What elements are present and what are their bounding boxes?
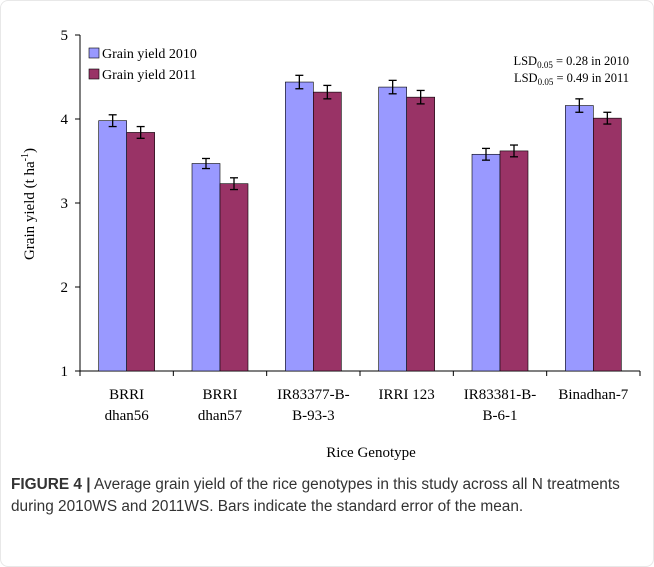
bar-2011	[406, 96, 435, 372]
y-tick-label: 4	[61, 112, 69, 128]
error-bar	[323, 84, 332, 100]
figure-caption-text: FIGURE 4 | Average grain yield of the ri…	[11, 474, 641, 518]
error-bar	[416, 89, 425, 105]
error-bar	[108, 114, 117, 128]
bar-2010	[191, 163, 221, 372]
x-tick-label: Binadhan-7	[558, 387, 628, 403]
x-tick-label: IRRI 123	[379, 387, 435, 403]
bar-2010	[285, 81, 314, 372]
x-tick-label: BRRI dhan56	[105, 387, 150, 424]
x-tick-label: IR83377-B-B-93-3	[277, 387, 350, 424]
legend-swatch-2010	[88, 47, 100, 59]
bar-2011	[593, 117, 622, 372]
bar-2010	[378, 86, 407, 372]
lsd-annotation-2011: LSD0.05 = 0.49 in 2011	[514, 71, 629, 87]
error-bar	[510, 144, 518, 158]
bar-chart: 1 2 3 4 5 BRRI dhan56 BRRI dhan57 IR83377-B-B-93-…	[20, 28, 641, 461]
bar-2011	[126, 132, 155, 372]
x-tick-label: IR83381-B-B-6-1	[464, 387, 537, 424]
caption-label: FIGURE 4 |	[11, 476, 91, 493]
error-bar	[295, 74, 304, 90]
x-axis-title: Rice Genotype	[326, 445, 416, 461]
y-tick-label: 2	[61, 280, 69, 296]
bar-2011	[219, 183, 249, 372]
y-tick-label: 3	[61, 196, 69, 212]
legend-label-2011: Grain yield 2011	[102, 68, 196, 83]
bar-2011	[499, 150, 529, 372]
y-tick-label: 5	[61, 28, 69, 44]
chart-axes	[75, 34, 641, 376]
error-bar	[603, 111, 612, 125]
chart-tick-labels: 1 2 3 4 5 BRRI dhan56 BRRI dhan57 IR83377-B-B-93-…	[61, 28, 629, 424]
caption-body: Average grain yield of the rice genotype…	[11, 476, 620, 515]
bar-2010	[98, 120, 127, 372]
lsd-annotation-2010: LSD0.05 = 0.28 in 2010	[513, 54, 629, 70]
y-tick-label: 1	[61, 364, 69, 380]
bar-2010	[471, 153, 501, 372]
chart-error-bars	[108, 74, 612, 191]
chart-bars	[98, 81, 622, 372]
lsd-annotations: LSD0.05 = 0.28 in 2010 LSD0.05 = 0.49 in…	[513, 54, 629, 87]
y-axis-title: Grain yield (t ha-1)	[20, 148, 38, 260]
error-bar	[482, 147, 490, 161]
error-bar	[388, 79, 397, 95]
error-bar	[230, 177, 238, 191]
error-bar	[202, 157, 210, 170]
bar-2010	[565, 105, 594, 372]
legend-label-2010: Grain yield 2010	[102, 47, 197, 62]
x-tick-label: BRRI dhan57	[198, 387, 243, 424]
chart-legend: Grain yield 2010 Grain yield 2011	[88, 47, 197, 83]
error-bar	[136, 125, 145, 139]
legend-swatch-2011	[88, 68, 100, 80]
error-bar	[575, 98, 584, 113]
bar-2011	[313, 91, 342, 372]
